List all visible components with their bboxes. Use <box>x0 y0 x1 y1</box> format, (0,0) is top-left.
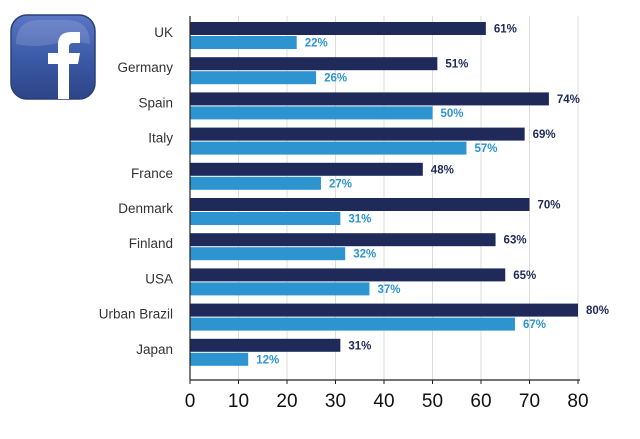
x-tick-label: 0 <box>185 391 196 412</box>
data-label-2: 67% <box>523 319 546 331</box>
bar-1 <box>190 57 438 71</box>
category-label: USA <box>145 271 173 286</box>
category-label: Spain <box>138 95 173 110</box>
bar-1 <box>190 338 341 352</box>
x-tick-label: 40 <box>373 391 394 412</box>
data-label-2: 27% <box>329 178 352 190</box>
x-tick-label: 80 <box>567 391 588 412</box>
bar-2 <box>190 282 370 296</box>
bar-2 <box>190 71 317 85</box>
bar-2 <box>190 317 515 331</box>
data-label-1: 80% <box>586 305 609 317</box>
data-label-1: 51% <box>445 59 468 71</box>
data-label-1: 69% <box>533 129 556 141</box>
data-label-1: 65% <box>513 270 536 282</box>
bar-2 <box>190 106 433 120</box>
x-tick-label: 10 <box>228 391 249 412</box>
category-label: UK <box>154 25 173 40</box>
bar-1 <box>190 233 496 247</box>
x-tick-label: 20 <box>276 391 297 412</box>
facebook-logo-icon <box>10 14 96 100</box>
bar-1 <box>190 162 423 176</box>
bar-2 <box>190 247 346 261</box>
x-tick-label: 60 <box>470 391 491 412</box>
x-tick-label: 50 <box>422 391 443 412</box>
category-label: Japan <box>136 342 173 357</box>
category-label: Denmark <box>118 201 173 216</box>
data-label-2: 22% <box>305 38 328 50</box>
bar-2 <box>190 141 467 155</box>
bar-1 <box>190 198 530 211</box>
data-label-2: 37% <box>377 284 400 296</box>
data-label-1: 31% <box>348 340 371 352</box>
bar-2 <box>190 36 297 49</box>
bar-1 <box>190 127 525 141</box>
data-label-1: 74% <box>557 94 580 106</box>
data-label-1: 61% <box>494 24 517 36</box>
bar-1 <box>190 22 486 35</box>
data-label-2: 12% <box>256 354 279 366</box>
data-label-1: 48% <box>431 164 454 176</box>
bar-2 <box>190 212 341 225</box>
category-label: France <box>131 166 173 181</box>
x-tick-label: 70 <box>519 391 540 412</box>
category-label: Urban Brazil <box>99 307 173 322</box>
data-label-1: 63% <box>504 235 527 247</box>
category-label: Finland <box>129 236 173 251</box>
bar-2 <box>190 352 249 366</box>
category-label: Germany <box>117 60 173 75</box>
data-label-2: 57% <box>474 143 497 155</box>
x-tick-label: 30 <box>325 391 346 412</box>
data-label-1: 70% <box>538 200 561 212</box>
data-label-2: 50% <box>441 108 464 120</box>
data-label-2: 26% <box>324 73 347 85</box>
bar-1 <box>190 303 578 317</box>
bar-1 <box>190 268 506 282</box>
category-label: Italy <box>148 131 173 146</box>
bar-2 <box>190 176 321 190</box>
data-label-2: 32% <box>353 249 376 261</box>
data-label-2: 31% <box>348 214 371 226</box>
bar-1 <box>190 92 549 106</box>
